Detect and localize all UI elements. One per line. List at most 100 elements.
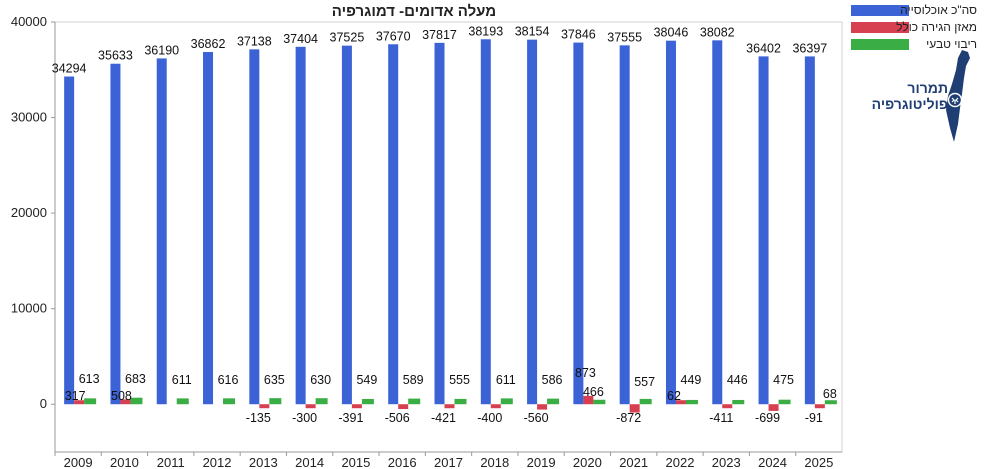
bar-total-population	[110, 63, 121, 405]
bar-natural-growth	[547, 398, 560, 405]
bar-natural-growth	[454, 398, 467, 405]
legend: סה"כ אוכלוסייה מאזן הגירה כולל ריבוי טבע…	[851, 2, 981, 53]
bar-migration-balance	[629, 404, 640, 413]
bar-natural-growth	[778, 399, 791, 405]
plot-area-frame	[54, 21, 843, 453]
label-migration-balance: -421	[431, 411, 456, 425]
bar-migration-balance	[768, 404, 779, 411]
data-labels: 34294 317 613 35633 508 683 36190 611 36862 616 37…	[52, 24, 837, 425]
bar-migration-balance	[722, 404, 733, 409]
label-natural-growth: 613	[79, 372, 100, 386]
x-tick-label: 2022	[666, 455, 695, 469]
x-tick-label: 2010	[110, 455, 139, 469]
x-tick-label: 2011	[157, 455, 185, 469]
bar-natural-growth	[500, 398, 513, 405]
x-tick-label: 2014	[295, 455, 324, 469]
label-total-population: 37817	[422, 28, 457, 42]
logo-line-1: תמרור	[907, 80, 948, 96]
label-migration-balance: -560	[524, 411, 549, 425]
bar-migration-balance	[583, 395, 594, 405]
label-natural-growth: 446	[727, 373, 748, 387]
bar-total-population	[480, 39, 491, 405]
x-tick-label: 2021	[619, 455, 648, 469]
y-tick-label: 40000	[11, 14, 47, 29]
bar-natural-growth	[176, 398, 189, 405]
label-migration-balance: 508	[111, 389, 132, 403]
bar-total-population	[64, 76, 75, 405]
label-migration-balance: 873	[575, 366, 596, 380]
label-natural-growth: 683	[125, 372, 146, 386]
x-tick-label: 2012	[203, 455, 232, 469]
label-migration-balance: -506	[385, 411, 410, 425]
y-tick-label: 30000	[11, 110, 47, 125]
bar-migration-balance	[537, 404, 548, 410]
logo-line-2: פוליטוגרפיה	[871, 96, 948, 112]
label-migration-balance: 317	[65, 389, 86, 403]
x-tick-label: 2013	[249, 455, 278, 469]
bar-natural-growth	[130, 397, 143, 405]
bar-total-population	[804, 56, 815, 405]
label-total-population: 36397	[792, 41, 827, 55]
label-natural-growth: 555	[449, 373, 470, 387]
israel-map-icon	[946, 50, 970, 142]
x-axis-ticks: 2009 2010 2011 2012 2013 2014 2015 2016 2017 2018…	[54, 452, 833, 469]
bar-total-population	[249, 49, 260, 405]
label-natural-growth: 549	[356, 373, 377, 387]
label-migration-balance: -872	[616, 411, 641, 425]
label-natural-growth: 557	[634, 375, 655, 389]
label-natural-growth: 475	[773, 373, 794, 387]
x-tick-label: 2017	[434, 455, 463, 469]
bar-natural-growth	[593, 399, 606, 405]
bar-migration-balance	[444, 404, 455, 409]
y-tick-label: 0	[40, 396, 47, 411]
bar-total-population	[527, 39, 538, 405]
bar-total-population	[156, 58, 167, 405]
sign-arrows-icon	[947, 92, 963, 108]
bar-migration-balance	[490, 404, 501, 409]
label-migration-balance: -135	[246, 411, 271, 425]
bar-migration-balance	[351, 404, 362, 409]
bar-natural-growth	[732, 399, 745, 405]
bar-total-population	[619, 45, 630, 405]
label-migration-balance: -400	[477, 411, 502, 425]
y-axis-ticks: 40000 30000 20000 10000 0	[11, 14, 55, 411]
label-natural-growth: 466	[583, 385, 604, 399]
bar-total-population	[665, 40, 676, 405]
label-natural-growth: 616	[218, 373, 239, 387]
bar-total-population	[295, 46, 306, 405]
bar-natural-growth	[361, 398, 374, 405]
x-tick-label: 2019	[527, 455, 556, 469]
label-migration-balance: -391	[338, 411, 363, 425]
label-natural-growth: 611	[496, 373, 516, 387]
label-natural-growth: 635	[264, 373, 285, 387]
x-tick-label: 2020	[573, 455, 602, 469]
label-migration-balance: -699	[755, 411, 780, 425]
label-total-population: 34294	[52, 62, 87, 76]
label-natural-growth: 589	[403, 373, 424, 387]
label-total-population: 38154	[515, 25, 550, 39]
chart-title: מעלה אדומים- דמוגרפיה	[332, 3, 496, 20]
bar-natural-growth	[408, 398, 421, 405]
bar-migration-balance	[675, 400, 686, 405]
legend-label-total-population: סה"כ אוכלוסייה	[900, 3, 977, 17]
x-tick-label: 2015	[341, 455, 370, 469]
legend-label-migration-balance: מאזן הגירה כולל	[896, 20, 977, 34]
bar-migration-balance	[814, 404, 825, 409]
bar-natural-growth	[223, 398, 236, 405]
legend-swatch-total-population	[851, 5, 909, 16]
label-total-population: 36862	[191, 37, 226, 51]
bar-natural-growth	[685, 399, 698, 405]
legend-swatch-migration-balance	[851, 22, 909, 33]
legend-swatch-natural-growth	[851, 39, 909, 50]
label-migration-balance: -91	[805, 411, 823, 425]
bar-total-population	[758, 56, 769, 405]
label-total-population: 37525	[330, 31, 365, 45]
legend-label-natural-growth: ריבוי טבעי	[926, 37, 977, 51]
label-natural-growth: 630	[310, 373, 331, 387]
label-migration-balance: 62	[667, 389, 681, 403]
y-tick-label: 10000	[11, 301, 47, 316]
label-natural-growth: 586	[542, 373, 563, 387]
legend-item-migration-balance: מאזן הגירה כולל	[851, 19, 981, 36]
bar-series	[64, 39, 837, 413]
